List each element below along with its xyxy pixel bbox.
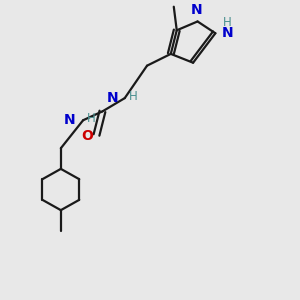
Text: H: H — [129, 90, 137, 103]
Text: N: N — [190, 3, 202, 17]
Text: N: N — [106, 91, 118, 104]
Text: N: N — [221, 26, 233, 40]
Text: N: N — [64, 112, 76, 127]
Text: O: O — [81, 129, 93, 143]
Text: H: H — [87, 112, 96, 125]
Text: H: H — [223, 16, 232, 28]
